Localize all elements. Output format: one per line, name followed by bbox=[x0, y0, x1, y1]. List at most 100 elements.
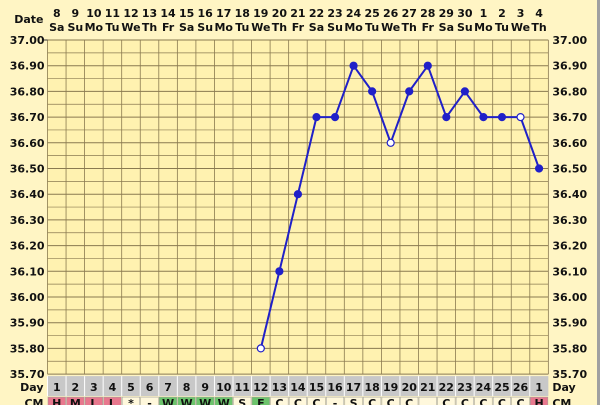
weekday-label: We bbox=[381, 21, 400, 34]
temperature-point-open bbox=[386, 138, 395, 147]
temperature-point bbox=[312, 112, 321, 122]
cm-label: C bbox=[516, 397, 524, 405]
cm-label: H bbox=[534, 397, 543, 405]
date-label: 19 bbox=[253, 7, 268, 20]
date-label: 12 bbox=[123, 7, 138, 20]
y-tick-label-right: 35.80 bbox=[552, 342, 587, 355]
temperature-point bbox=[349, 61, 358, 70]
cm-cell bbox=[344, 396, 363, 405]
day-label: 8 bbox=[183, 381, 191, 394]
temperature-point bbox=[479, 112, 488, 122]
cm-label: C bbox=[461, 397, 469, 405]
y-tick-label-left: 36.70 bbox=[10, 111, 45, 124]
date-label: 23 bbox=[327, 7, 342, 20]
cm-cell bbox=[159, 396, 178, 405]
day-label: 26 bbox=[513, 381, 529, 394]
weekday-label: Su bbox=[327, 21, 343, 34]
cm-cell bbox=[326, 396, 345, 405]
cm-cell bbox=[492, 396, 512, 405]
cm-cell bbox=[251, 396, 270, 405]
y-tick-label-left: 36.00 bbox=[10, 291, 45, 304]
day-label: 15 bbox=[309, 381, 324, 394]
cm-cell bbox=[381, 396, 400, 405]
day-label: 20 bbox=[402, 381, 418, 394]
day-row-label-right: Day bbox=[552, 381, 575, 394]
y-tick-label-left: 35.90 bbox=[10, 317, 45, 330]
date-label: 25 bbox=[364, 7, 379, 20]
day-label: 7 bbox=[164, 381, 172, 394]
day-label: 12 bbox=[253, 381, 268, 394]
weekday-label: Tu bbox=[235, 21, 249, 34]
day-label: 3 bbox=[90, 381, 98, 394]
y-tick-label-right: 36.10 bbox=[552, 265, 587, 278]
temperature-point bbox=[534, 164, 544, 173]
cm-cell bbox=[437, 396, 456, 405]
y-tick-label-right: 36.40 bbox=[552, 188, 587, 201]
cm-label: M bbox=[70, 397, 81, 405]
day-label: 14 bbox=[290, 381, 306, 394]
day-label: 6 bbox=[146, 381, 154, 394]
y-tick-label-left: 37.00 bbox=[10, 34, 45, 47]
weekday-label: Sa bbox=[439, 21, 454, 34]
cm-cell bbox=[307, 396, 326, 405]
y-tick-label-right: 36.60 bbox=[552, 137, 587, 150]
weekday-label: We bbox=[511, 21, 530, 34]
cm-label: W bbox=[218, 397, 230, 405]
cm-label: - bbox=[333, 397, 338, 405]
date-label: 29 bbox=[439, 7, 454, 20]
day-label: 25 bbox=[494, 381, 509, 394]
weekday-label: Sa bbox=[49, 21, 64, 34]
y-tick-label-left: 36.50 bbox=[10, 163, 45, 176]
weekday-label: We bbox=[251, 21, 270, 34]
day-label: 18 bbox=[364, 381, 379, 394]
date-label: 3 bbox=[517, 7, 525, 20]
cm-cell bbox=[270, 396, 289, 405]
cm-cell bbox=[455, 396, 474, 405]
day-label: 22 bbox=[439, 381, 454, 394]
weekday-label: Mo bbox=[214, 21, 233, 34]
date-label: 24 bbox=[346, 7, 362, 20]
weekday-label: Mo bbox=[85, 21, 104, 34]
y-tick-label-right: 35.70 bbox=[552, 368, 587, 381]
temperature-point bbox=[275, 267, 284, 276]
cm-cell bbox=[288, 396, 307, 405]
weekday-label: Fr bbox=[162, 21, 175, 34]
cm-cell bbox=[103, 396, 122, 405]
date-label: 26 bbox=[383, 7, 399, 20]
cm-cell bbox=[196, 396, 215, 405]
date-label: 27 bbox=[402, 7, 417, 20]
temperature-point bbox=[330, 112, 340, 122]
y-tick-label-right: 35.90 bbox=[552, 317, 587, 330]
weekday-label: Fr bbox=[422, 21, 435, 34]
date-label: 10 bbox=[86, 7, 102, 20]
y-tick-label-right: 36.70 bbox=[552, 111, 587, 124]
weekday-label: Su bbox=[197, 21, 213, 34]
cm-label: C bbox=[498, 397, 506, 405]
y-tick-label-left: 36.10 bbox=[10, 265, 45, 278]
day-label: 13 bbox=[272, 381, 287, 394]
y-tick-label-left: 36.30 bbox=[10, 214, 45, 227]
temperature-point bbox=[460, 87, 469, 96]
cm-row-label-right: CM bbox=[552, 397, 571, 405]
temperature-point-open bbox=[256, 344, 265, 353]
weekday-label: Tu bbox=[495, 21, 509, 34]
cm-cell bbox=[511, 396, 530, 405]
y-tick-label-left: 36.40 bbox=[10, 188, 45, 201]
weekday-label: Fr bbox=[292, 21, 305, 34]
cm-label: C bbox=[405, 397, 413, 405]
temperature-point bbox=[368, 87, 377, 96]
weekday-label: Th bbox=[402, 21, 417, 34]
cm-label: C bbox=[294, 397, 302, 405]
cm-cell bbox=[121, 396, 140, 405]
cm-cell bbox=[66, 396, 85, 405]
cm-label: H bbox=[52, 397, 61, 405]
date-label: 16 bbox=[198, 7, 214, 20]
day-label: 9 bbox=[201, 381, 209, 394]
day-label: 1 bbox=[53, 381, 61, 394]
day-label: 17 bbox=[346, 381, 361, 394]
date-label: 1 bbox=[480, 7, 488, 20]
date-row-label: Date bbox=[14, 13, 43, 26]
date-label: 8 bbox=[53, 7, 61, 20]
y-tick-label-right: 36.00 bbox=[552, 291, 587, 304]
